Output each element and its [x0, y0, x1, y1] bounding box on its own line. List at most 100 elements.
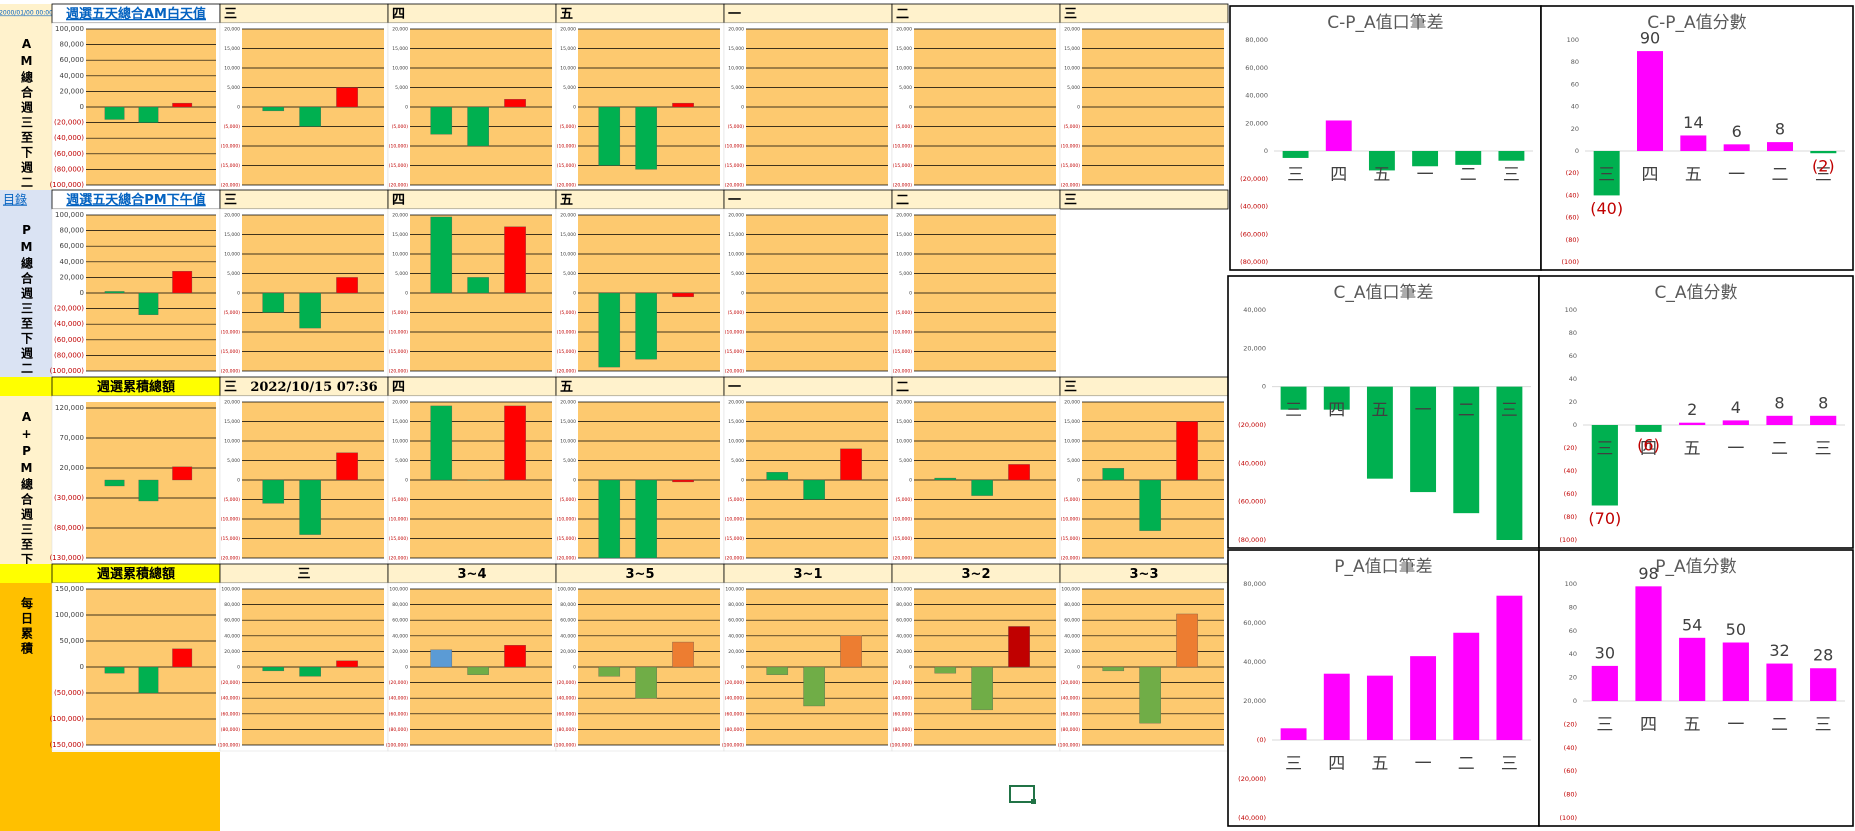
y-tick-label: (80): [1566, 236, 1579, 244]
y-tick-label: (10,000): [221, 144, 241, 150]
y-tick-label: (15,000): [221, 349, 241, 355]
y-tick-label: 20,000: [392, 649, 408, 655]
bar: [172, 466, 193, 481]
y-tick-label: (40,000): [1240, 203, 1268, 211]
y-tick-label: 0: [80, 103, 84, 111]
bar: [336, 277, 358, 294]
y-tick-label: 0: [1077, 665, 1080, 671]
y-tick-label: (80): [1564, 791, 1577, 799]
sidebar-cell: [0, 564, 52, 831]
y-tick-label: 80,000: [392, 602, 408, 608]
y-tick-label: (10,000): [893, 144, 913, 150]
row-title[interactable]: 週選五天總合AM白天值: [66, 6, 206, 22]
y-tick-label: (15,000): [221, 536, 241, 542]
y-tick-label: (5,000): [560, 124, 577, 130]
bar: [299, 479, 321, 535]
y-tick-label: (15,000): [893, 349, 913, 355]
y-tick-label: (10,000): [389, 144, 409, 150]
y-tick-label: 0: [1077, 478, 1080, 484]
y-tick-label: (40): [1564, 744, 1577, 752]
y-tick-label: 15,000: [392, 46, 408, 52]
x-tick-label: 四: [1640, 715, 1657, 735]
y-tick-label: (5,000): [1064, 124, 1081, 130]
bar: [934, 666, 957, 674]
y-tick-label: 20,000: [1064, 400, 1080, 406]
x-tick-label: 一: [1727, 715, 1744, 735]
y-tick-label: (100,000): [722, 743, 744, 749]
y-tick-label: 0: [573, 665, 576, 671]
y-tick-label: 15,000: [1064, 46, 1080, 52]
y-tick-label: 5,000: [227, 271, 240, 277]
header-cell: [555, 376, 725, 397]
y-tick-label: 60,000: [1243, 619, 1266, 627]
x-tick-label: 三: [1503, 165, 1520, 185]
y-tick-label: 0: [237, 105, 240, 111]
bar: [1496, 386, 1523, 540]
y-tick-label: 20,000: [896, 400, 912, 406]
value-label: 6: [1732, 122, 1742, 141]
y-tick-label: 20,000: [1245, 119, 1268, 127]
y-tick-label: 20,000: [1064, 649, 1080, 655]
y-tick-label: (0): [1257, 736, 1266, 744]
y-tick-label: (10,000): [893, 517, 913, 523]
bar: [299, 292, 321, 329]
y-tick-label: (40,000): [389, 696, 409, 702]
row-title[interactable]: 週選五天總合PM下午值: [66, 192, 205, 208]
header-label: 五: [560, 380, 573, 395]
x-tick-label: 三: [1285, 754, 1302, 774]
header-cell: [891, 376, 1061, 397]
y-tick-label: 0: [909, 291, 912, 297]
x-tick-label: 三: [1815, 165, 1832, 185]
header-cell: [387, 189, 557, 210]
y-tick-label: 100,000: [221, 587, 240, 593]
y-tick-label: (10,000): [557, 144, 577, 150]
y-tick-label: (20,000): [1238, 421, 1266, 429]
y-tick-label: 40,000: [1243, 658, 1266, 666]
toc-link[interactable]: 目錄: [3, 192, 27, 207]
x-tick-label: 二: [1460, 165, 1477, 185]
y-tick-label: (20,000): [54, 119, 84, 127]
y-tick-label: (5,000): [560, 310, 577, 316]
x-tick-label: 三: [1815, 715, 1832, 735]
bar: [1680, 135, 1707, 151]
header-label: 3~5: [626, 567, 655, 582]
y-tick-label: 40,000: [896, 633, 912, 639]
y-tick-label: 0: [80, 289, 84, 297]
bar: [672, 292, 694, 298]
y-tick-label: 20,000: [560, 27, 576, 33]
y-tick-label: 70,000: [60, 434, 85, 442]
x-tick-label: 三: [1285, 401, 1302, 421]
y-tick-label: (20,000): [557, 183, 577, 189]
y-tick-label: (20): [1564, 720, 1577, 728]
y-tick-label: 20,000: [896, 27, 912, 33]
y-tick-label: (100,000): [386, 743, 408, 749]
y-tick-label: 15,000: [224, 46, 240, 52]
header-label: 二: [896, 380, 909, 395]
y-tick-label: 0: [1575, 147, 1579, 155]
y-tick-label: 80,000: [896, 602, 912, 608]
y-tick-label: 0: [405, 291, 408, 297]
y-tick-label: 0: [573, 291, 576, 297]
y-tick-label: 0: [909, 478, 912, 484]
y-tick-label: 40,000: [224, 633, 240, 639]
timestamp[interactable]: 2000/01/00 00:00: [0, 10, 53, 17]
bar: [504, 99, 526, 108]
y-tick-label: (60,000): [557, 711, 577, 717]
x-tick-label: 三: [1815, 439, 1832, 459]
y-tick-label: 5,000: [395, 458, 408, 464]
y-tick-label: (80,000): [1238, 536, 1266, 544]
y-tick-label: (10,000): [389, 517, 409, 523]
y-tick-label: (10,000): [725, 330, 745, 336]
y-tick-label: 10,000: [560, 439, 576, 445]
y-tick-label: 80,000: [728, 602, 744, 608]
y-tick-label: 40,000: [1245, 92, 1268, 100]
bar: [971, 666, 993, 711]
y-tick-label: (40,000): [557, 696, 577, 702]
y-tick-label: 5,000: [1067, 458, 1080, 464]
y-tick-label: 5,000: [563, 85, 576, 91]
header-label: 3~3: [1130, 567, 1159, 582]
y-tick-label: 20,000: [392, 213, 408, 219]
y-tick-label: (10,000): [557, 517, 577, 523]
bar: [1679, 422, 1706, 425]
y-tick-label: (20,000): [1061, 556, 1081, 562]
